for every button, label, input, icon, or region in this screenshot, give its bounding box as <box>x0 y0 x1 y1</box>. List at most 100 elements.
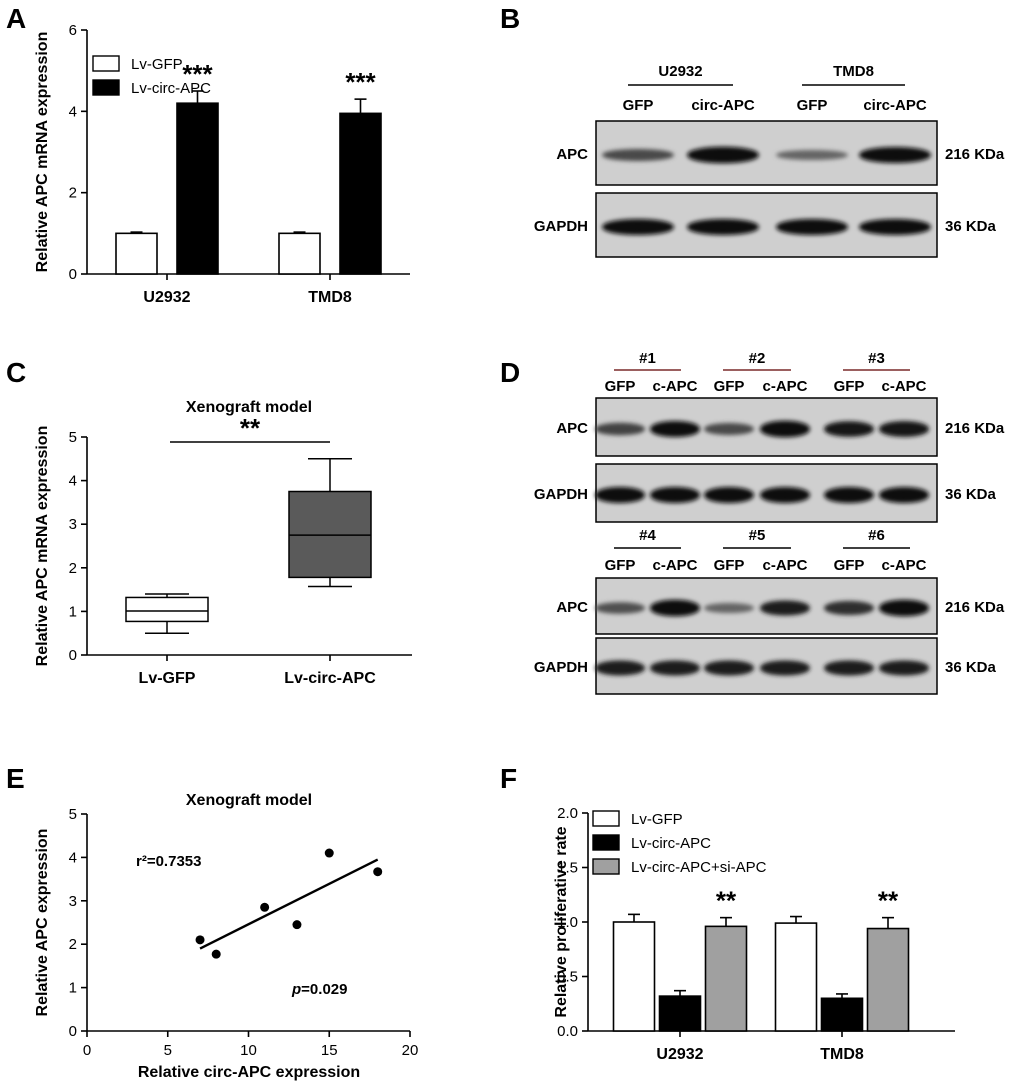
panelB-protein-label: GAPDH <box>534 218 588 235</box>
panelC-y-tick-label: 2 <box>69 560 77 577</box>
panel-f-bar-chart: 0.0 0.5 1.0 1.5 2.0 Relative proliferative ra… <box>553 805 955 1063</box>
panelF-bar <box>704 925 748 1032</box>
panelD-set2-size-label: 36 KDa <box>945 659 997 676</box>
panelE-y-tick-label: 4 <box>69 849 77 866</box>
panelC-y-tick-label: 1 <box>69 603 77 620</box>
panelC-title: Xenograft model <box>186 399 312 416</box>
panelD-set1-protein-label: APC <box>556 420 588 437</box>
panelA-legend-label: Lv-GFP <box>131 56 183 73</box>
panelD-set2-lane-label: GFP <box>834 557 865 574</box>
panelF-y-tick-label: 0.5 <box>557 969 578 986</box>
panelD-set2-band <box>879 660 929 676</box>
panel-label-e: E <box>6 763 25 794</box>
panelE-x-tick-label: 20 <box>402 1042 419 1059</box>
panelC-box <box>125 596 209 623</box>
panelF-x-tick-label: TMD8 <box>820 1046 864 1063</box>
panelE-p-value: p=0.029 <box>291 981 347 998</box>
panelB-lane-label: circ-APC <box>691 97 755 114</box>
panelD-set1-band <box>879 421 929 437</box>
panelE-p-value-number: =0.029 <box>301 981 347 998</box>
panelF-y-tick-label: 0.0 <box>557 1023 578 1040</box>
panelF-y-axis-label: Relative proliferative rate <box>553 826 570 1017</box>
panelD-set1-lane-label: GFP <box>834 378 865 395</box>
panelA-x-tick-label: TMD8 <box>308 289 352 306</box>
panelB-band <box>602 148 674 162</box>
panel-b-western-blot: U2932 TMD8 GFP circ-APC GFP circ-APC APC 216 KD… <box>534 63 1005 258</box>
panel-label-d: D <box>500 357 520 388</box>
panelD-set2-band <box>879 599 929 617</box>
panelD-set2-band <box>824 600 874 616</box>
panelD-set1-group-label: #1 <box>639 350 656 367</box>
panelB-size-label: 36 KDa <box>945 218 997 235</box>
panelD-set2-band <box>704 602 754 614</box>
panelC-y-tick-label: 3 <box>69 516 77 533</box>
panelD-set1-band <box>760 486 810 504</box>
panelE-x-tick-label: 15 <box>321 1042 338 1059</box>
panelE-x-tick-label: 0 <box>83 1042 91 1059</box>
panelE-data-point <box>195 935 205 945</box>
panel-label-f: F <box>500 763 517 794</box>
panelE-y-tick-label: 3 <box>69 893 77 910</box>
panelF-bar <box>820 997 864 1032</box>
panelE-data-point <box>211 949 221 959</box>
panelD-set2-group-label: #5 <box>749 527 766 544</box>
panelB-band <box>687 218 759 236</box>
panelD-set2-band <box>650 599 700 617</box>
panelB-size-label: 216 KDa <box>945 146 1005 163</box>
panelF-legend-swatch <box>592 858 620 875</box>
panelB-group-label: TMD8 <box>833 63 874 80</box>
panelB-protein-label: APC <box>556 146 588 163</box>
panelD-set2-lane-label: c-APC <box>652 557 697 574</box>
panelB-band <box>602 218 674 236</box>
panelA-y-tick-label: 6 <box>69 22 77 39</box>
panelB-band <box>859 218 931 236</box>
panel-label-c: C <box>6 357 26 388</box>
panelB-band <box>859 146 931 164</box>
panelD-set2-band <box>704 660 754 676</box>
panelF-y-tick-label: 2.0 <box>557 805 578 822</box>
panelD-set1-lane-label: c-APC <box>652 378 697 395</box>
panelF-legend-label: Lv-GFP <box>631 811 683 828</box>
panelA-significance-stars: *** <box>345 67 376 97</box>
panelD-set2-band <box>595 602 645 614</box>
panelF-significance-stars: ** <box>716 886 737 916</box>
panelD-set2-size-label: 216 KDa <box>945 599 1005 616</box>
panelC-x-tick-label: Lv-circ-APC <box>284 670 376 687</box>
panelF-legend-label: Lv-circ-APC <box>631 835 711 852</box>
panelA-y-tick-label: 0 <box>69 266 77 283</box>
panelE-y-tick-label: 1 <box>69 980 77 997</box>
panelB-band <box>687 146 759 164</box>
panelF-y-tick-label: 1.0 <box>557 914 578 931</box>
panelE-x-tick-label: 10 <box>240 1042 257 1059</box>
panelB-lane-label: GFP <box>797 97 828 114</box>
panelD-set2-group-label: #6 <box>868 527 885 544</box>
panelD-set1-band <box>650 420 700 438</box>
panelB-lane-label: GFP <box>623 97 654 114</box>
panelA-legend-swatch <box>92 55 120 72</box>
panelE-x-axis-label: Relative circ-APC expression <box>138 1064 360 1081</box>
panelD-set1-band <box>824 421 874 437</box>
panelD-set1-group-label: #3 <box>868 350 885 367</box>
panelD-set1-lane-label: c-APC <box>881 378 926 395</box>
panelD-set2-band <box>650 660 700 676</box>
panelF-y-tick-label: 1.5 <box>557 860 578 877</box>
panelD-set2-lane-label: GFP <box>714 557 745 574</box>
panelE-data-point <box>324 848 334 858</box>
panelE-p-italic: p <box>291 981 301 998</box>
panelD-set1-band <box>879 486 929 504</box>
panelD-set1-band <box>760 420 810 438</box>
panelB-band <box>776 218 848 236</box>
panelD-set2-lane-label: c-APC <box>762 557 807 574</box>
panelD-set2-protein-label: GAPDH <box>534 659 588 676</box>
panelD-set2-band <box>824 660 874 676</box>
panelD-set2-lane-label: c-APC <box>881 557 926 574</box>
panelC-significance-stars: ** <box>240 413 261 443</box>
panelD-set1-size-label: 36 KDa <box>945 486 997 503</box>
panelB-lane-label: circ-APC <box>863 97 927 114</box>
panelA-legend-swatch <box>92 79 120 96</box>
panel-label-b: B <box>500 3 520 34</box>
panelD-set2-band <box>760 660 810 676</box>
panelA-significance-stars: *** <box>182 59 213 89</box>
panel-label-a: A <box>6 3 26 34</box>
